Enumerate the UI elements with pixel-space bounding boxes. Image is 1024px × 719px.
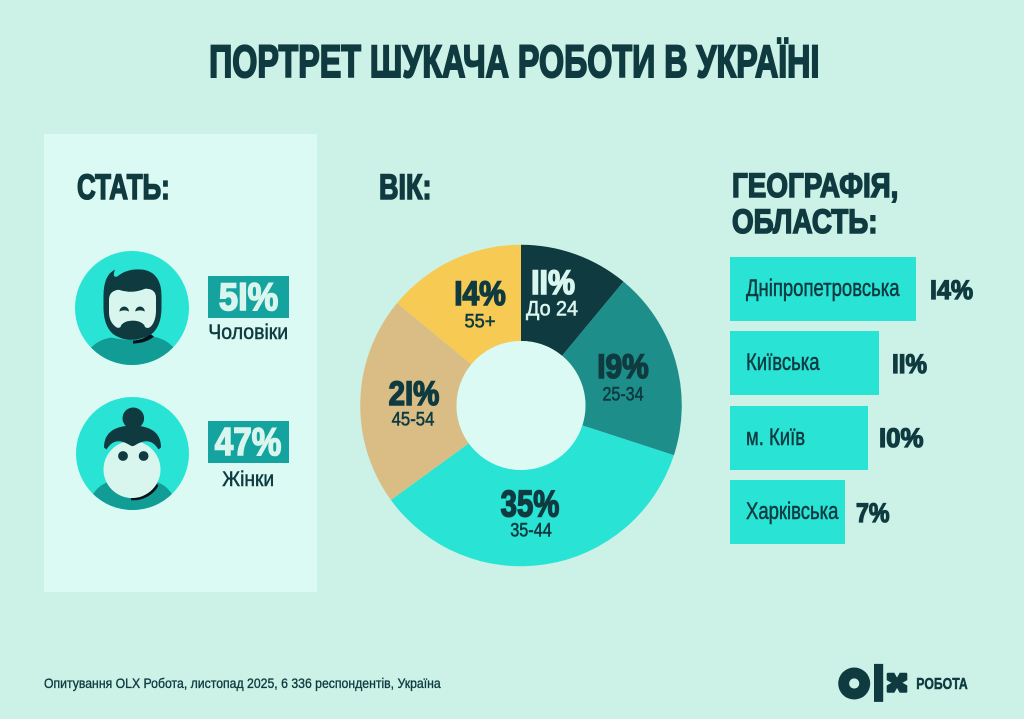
svg-text:РОБОТА: РОБОТА [916, 676, 968, 693]
